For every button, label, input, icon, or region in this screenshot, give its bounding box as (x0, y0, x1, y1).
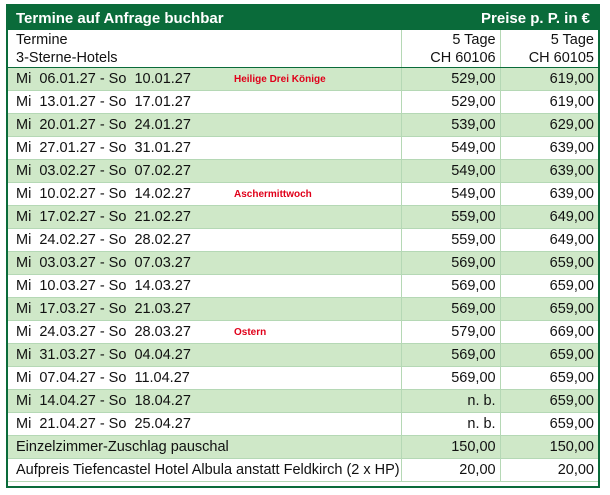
price-cell: 659,00 (499, 275, 598, 297)
row-label: Mi 20.01.27 - So 24.01.27 (16, 117, 191, 133)
row-label: Mi 13.01.27 - So 17.01.27 (16, 94, 191, 110)
price-cell: 549,00 (401, 137, 499, 159)
table-row: Mi 21.04.27 - So 25.04.27 n. b. 659,00 (8, 413, 598, 436)
price-note: Preise p. P. in € (481, 9, 590, 27)
price-cell: 659,00 (499, 390, 598, 412)
header-cell: 5 Tage (401, 30, 499, 49)
header-title: Termine auf Anfrage buchbar (16, 9, 224, 27)
price-cell: 659,00 (499, 367, 598, 389)
row-label: Mi 10.02.27 - So 14.02.27 Aschermittwoch (16, 186, 312, 202)
price-cell: 659,00 (499, 298, 598, 320)
table-row: Mi 03.02.27 - So 07.02.27 549,00 639,00 (8, 160, 598, 183)
table-row: Mi 24.02.27 - So 28.02.27 559,00 649,00 (8, 229, 598, 252)
price-cell: 659,00 (499, 344, 598, 366)
table-row: Mi 07.04.27 - So 11.04.27 569,00 659,00 (8, 367, 598, 390)
price-cell: 569,00 (401, 344, 499, 366)
table-body: Termine 5 Tage 5 Tage 3-Sterne-Hotels CH 601… (8, 30, 598, 482)
price-cell: 569,00 (401, 275, 499, 297)
table-row: Mi 06.01.27 - So 10.01.27 Heilige Drei Kö… (8, 68, 598, 91)
table-row: Mi 31.03.27 - So 04.04.27 569,00 659,00 (8, 344, 598, 367)
price-cell: 619,00 (499, 68, 598, 90)
table-row: Mi 13.01.27 - So 17.01.27 529,00 619,00 (8, 91, 598, 114)
row-label: Aufpreis Tiefencastel Hotel Albula ansta… (16, 462, 400, 478)
price-cell: 569,00 (401, 298, 499, 320)
price-cell: 659,00 (499, 413, 598, 435)
row-label: Mi 14.04.27 - So 18.04.27 (16, 393, 191, 409)
price-table: Termine auf Anfrage buchbar Preise p. P.… (6, 4, 600, 488)
holiday-note: Aschermittwoch (234, 188, 312, 200)
price-cell: 549,00 (401, 160, 499, 182)
row-label: Mi 24.03.27 - So 28.03.27 Ostern (16, 324, 267, 340)
row-label: Mi 07.04.27 - So 11.04.27 (16, 370, 190, 386)
price-cell: 669,00 (499, 321, 598, 343)
row-label: Mi 24.02.27 - So 28.02.27 (16, 232, 191, 248)
price-cell: 569,00 (401, 252, 499, 274)
price-cell: 639,00 (499, 183, 598, 205)
price-cell: 569,00 (401, 367, 499, 389)
row-label: Mi 21.04.27 - So 25.04.27 (16, 416, 191, 432)
table-row: Mi 14.04.27 - So 18.04.27 n. b. 659,00 (8, 390, 598, 413)
row-label: Mi 03.02.27 - So 07.02.27 (16, 163, 191, 179)
header-cell: CH 60105 (499, 49, 598, 67)
price-cell: 579,00 (401, 321, 499, 343)
row-label: Mi 10.03.27 - So 14.03.27 (16, 278, 191, 294)
price-cell: 649,00 (499, 206, 598, 228)
price-cell: 150,00 (401, 436, 499, 458)
table-row: Mi 24.03.27 - So 28.03.27 Ostern 579,00 669… (8, 321, 598, 344)
table-row: Mi 20.01.27 - So 24.01.27 539,00 629,00 (8, 114, 598, 137)
holiday-note: Heilige Drei Könige (234, 73, 326, 85)
table-row: Aufpreis Tiefencastel Hotel Albula ansta… (8, 459, 598, 482)
price-cell: n. b. (401, 413, 499, 435)
table-row: Mi 10.03.27 - So 14.03.27 569,00 659,00 (8, 275, 598, 298)
price-cell: 529,00 (401, 68, 499, 90)
table-row: Mi 17.02.27 - So 21.02.27 559,00 649,00 (8, 206, 598, 229)
price-cell: n. b. (401, 390, 499, 412)
price-cell: 549,00 (401, 183, 499, 205)
price-cell: 539,00 (401, 114, 499, 136)
header-cell: 3-Sterne-Hotels (16, 50, 118, 66)
price-cell: 20,00 (499, 459, 598, 481)
price-cell: 659,00 (499, 252, 598, 274)
price-cell: 639,00 (499, 160, 598, 182)
price-cell: 649,00 (499, 229, 598, 251)
price-cell: 529,00 (401, 91, 499, 113)
header-bar: Termine auf Anfrage buchbar Preise p. P.… (8, 6, 598, 30)
row-label: Mi 27.01.27 - So 31.01.27 (16, 140, 191, 156)
row-label: Mi 03.03.27 - So 07.03.27 (16, 255, 191, 271)
header-cell: Termine (16, 31, 68, 48)
table-row: Mi 03.03.27 - So 07.03.27 569,00 659,00 (8, 252, 598, 275)
row-label: Einzelzimmer-Zuschlag pauschal (16, 439, 229, 455)
price-cell: 20,00 (401, 459, 499, 481)
header-row: Termine 5 Tage 5 Tage (8, 30, 598, 49)
header-cell: 5 Tage (499, 30, 598, 49)
row-label: Mi 31.03.27 - So 04.04.27 (16, 347, 191, 363)
price-cell: 619,00 (499, 91, 598, 113)
table-row: Mi 10.02.27 - So 14.02.27 Aschermittwoch 5… (8, 183, 598, 206)
table-row: Mi 27.01.27 - So 31.01.27 549,00 639,00 (8, 137, 598, 160)
header-cell: CH 60106 (401, 49, 499, 67)
price-cell: 629,00 (499, 114, 598, 136)
table-row: Mi 17.03.27 - So 21.03.27 569,00 659,00 (8, 298, 598, 321)
header-row: 3-Sterne-Hotels CH 60106 CH 60105 (8, 49, 598, 68)
price-cell: 559,00 (401, 206, 499, 228)
holiday-note: Ostern (234, 326, 267, 338)
price-cell: 639,00 (499, 137, 598, 159)
price-cell: 150,00 (499, 436, 598, 458)
row-label: Mi 06.01.27 - So 10.01.27 Heilige Drei Kö… (16, 71, 326, 87)
row-label: Mi 17.02.27 - So 21.02.27 (16, 209, 191, 225)
table-row: Einzelzimmer-Zuschlag pauschal 150,00 150,… (8, 436, 598, 459)
price-cell: 559,00 (401, 229, 499, 251)
row-label: Mi 17.03.27 - So 21.03.27 (16, 301, 191, 317)
